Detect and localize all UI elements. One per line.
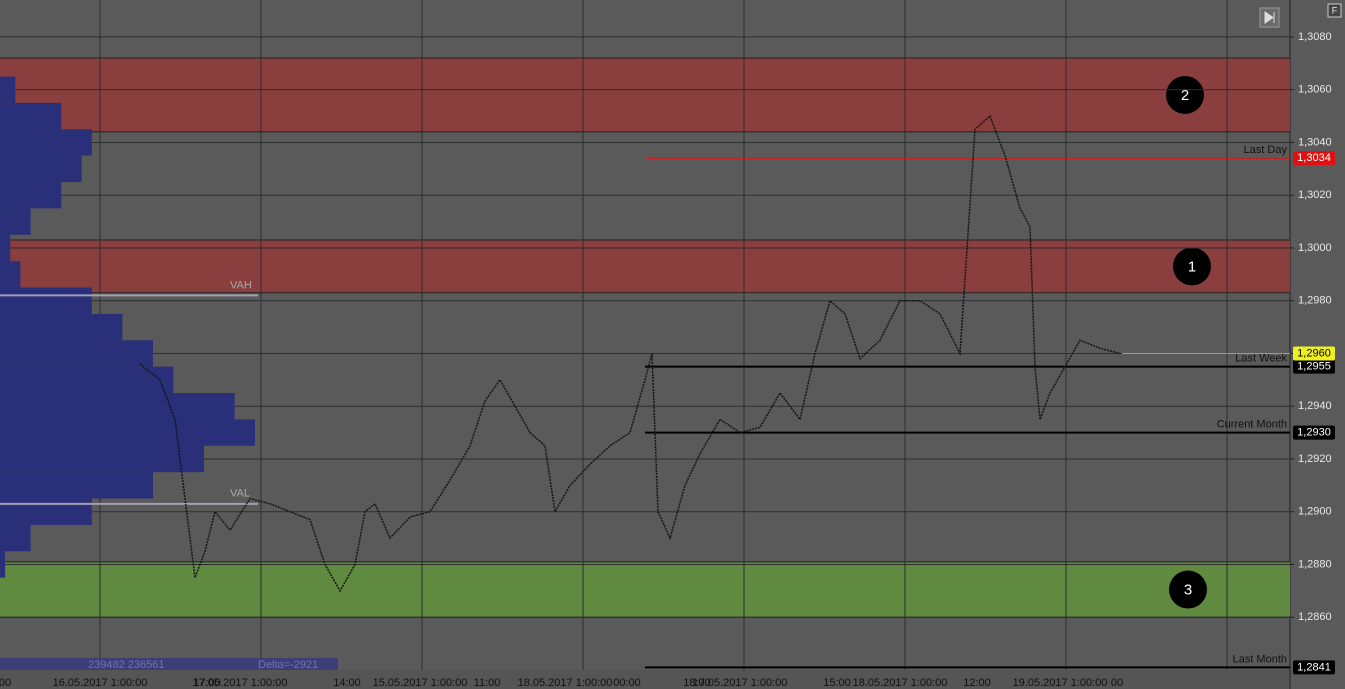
zone-label: 2: [1181, 87, 1189, 104]
profile-bar: [0, 102, 62, 130]
x-tick-label: 00:00: [613, 677, 641, 689]
y-tick-label: 1,3080: [1298, 31, 1332, 43]
profile-bar: [0, 287, 92, 314]
x-tick-label: 00: [1111, 677, 1123, 689]
x-tick-label: 00: [0, 677, 11, 689]
zone: [0, 240, 1290, 293]
price-tag: [1293, 660, 1335, 675]
x-tick-label: 15.05.2017 1:00:00: [373, 677, 468, 689]
profile-bar: [0, 472, 153, 499]
price-tag: [1293, 151, 1335, 166]
value-area-label: VAH: [230, 279, 252, 291]
y-tick-label: 1,3040: [1298, 136, 1332, 148]
zone-marker: [1173, 247, 1211, 286]
x-tick-label: 16.05.2017 1:00:00: [53, 677, 148, 689]
current-price-label: 1,2960: [1297, 347, 1331, 359]
y-tick-label: 1,2900: [1298, 506, 1332, 518]
profile-bar: [0, 182, 62, 209]
y-tick-label: 1,2860: [1298, 611, 1332, 623]
x-tick-label: 18.05.2017 1:00:00: [853, 677, 948, 689]
level-label: Last Week: [1235, 353, 1287, 365]
profile-bar: [0, 366, 174, 394]
profile-bar: [0, 340, 153, 367]
x-tick-label: 14:00: [333, 677, 361, 689]
x-tick-label: 18.05.2017 1:00:00: [518, 677, 613, 689]
profile-bar: [0, 76, 16, 103]
level-label: Last Day: [1244, 144, 1288, 156]
y-tick-label: 1,2940: [1298, 400, 1332, 412]
volume-text: 239482 236561: [88, 659, 164, 671]
profile-bar: [0, 393, 235, 420]
x-tick-label: 15:00: [823, 677, 851, 689]
y-tick-label: 1,3060: [1298, 84, 1332, 96]
scroll-end-icon: [1264, 11, 1275, 24]
profile-bar: [0, 419, 255, 446]
price-tag-label: 1,2841: [1297, 661, 1331, 673]
zone-marker: [1169, 570, 1207, 609]
zone-label: 3: [1184, 582, 1192, 599]
x-tick-label: 18:00: [683, 677, 711, 689]
profile-bar: [0, 445, 204, 473]
price-tag-label: 1,2955: [1297, 361, 1331, 373]
zone: [0, 58, 1290, 132]
y-tick-label: 1,2920: [1298, 453, 1332, 465]
y-tick-label: 1,3020: [1298, 189, 1332, 201]
price-tag: [1293, 425, 1335, 440]
x-tick-label: 17.05.2017 1:00:00: [193, 677, 288, 689]
x-tick-label: 12:00: [963, 677, 991, 689]
y-tick-label: 1,2880: [1298, 558, 1332, 570]
profile-bar: [0, 524, 31, 552]
price-axis: [1290, 0, 1345, 689]
x-tick-label: 19.05.2017 1:00:00: [1013, 677, 1108, 689]
profile-bar: [0, 208, 31, 235]
profile-bar: [0, 155, 82, 183]
y-tick-label: 1,2980: [1298, 295, 1332, 307]
value-area-label: VAL: [230, 488, 250, 500]
x-tick-label: 17:00: [193, 677, 221, 689]
level-label: Current Month: [1217, 419, 1287, 431]
zone: [0, 561, 1290, 618]
y-tick-label: 1,3000: [1298, 242, 1332, 254]
delta-text: Delta=-2921: [258, 659, 318, 671]
price-tag: [1293, 359, 1335, 374]
corner-button-label: F: [1332, 5, 1338, 15]
profile-bar: [0, 129, 92, 156]
current-price-tag: [1293, 346, 1335, 361]
zone-marker: [1166, 75, 1204, 114]
time-axis: [0, 670, 1290, 689]
profile-bar: [0, 234, 11, 262]
zone-label: 1: [1188, 258, 1196, 275]
corner-button[interactable]: [1327, 3, 1342, 18]
profile-bar: [0, 313, 123, 341]
profile-bar: [0, 261, 21, 288]
profile-bar: [0, 551, 6, 578]
price-tag-label: 1,3034: [1297, 152, 1331, 164]
price-tag-label: 1,2930: [1297, 427, 1331, 439]
volume-box: [0, 658, 338, 670]
x-tick-label: 11:00: [474, 677, 501, 689]
profile-bar: [0, 498, 92, 525]
x-tick-label: 17.05.2017 1:00:00: [693, 677, 788, 689]
level-label: Last Month: [1233, 653, 1287, 665]
